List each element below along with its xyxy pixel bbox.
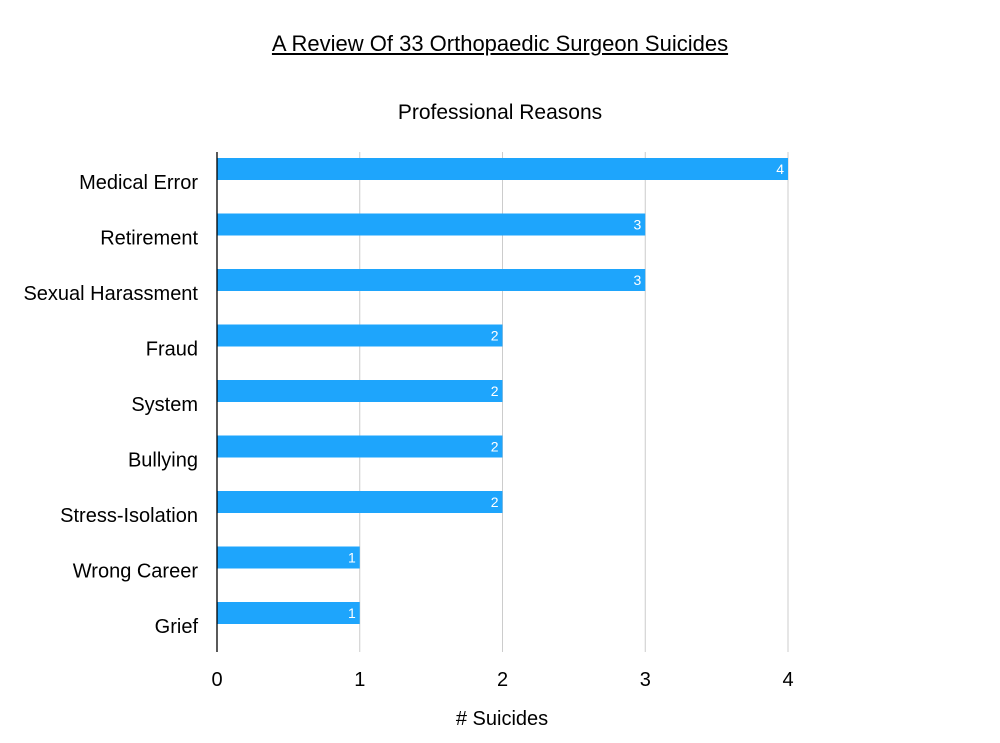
- bar-value-label: 2: [491, 383, 499, 399]
- category-labels: Medical Error Retirement Sexual Harassment…: [23, 172, 198, 638]
- bar: [217, 491, 503, 513]
- bar: [217, 546, 360, 569]
- category-label: System: [131, 394, 198, 416]
- x-tick-label: 4: [782, 669, 793, 691]
- bars: 4 3 3 2 2 2 2 1 1: [217, 158, 788, 624]
- x-tick-labels: 0 1 2 3 4: [211, 669, 793, 691]
- bar-value-label: 1: [348, 605, 356, 621]
- chart-subtitle: Professional Reasons: [397, 101, 603, 124]
- bar: [217, 602, 360, 624]
- bar: [217, 269, 646, 291]
- x-tick-label: 2: [497, 669, 508, 691]
- bar-value-label: 1: [348, 550, 356, 566]
- bar-value-label: 2: [491, 328, 499, 344]
- bar-value-label: 3: [633, 217, 641, 233]
- x-tick-label: 3: [640, 669, 651, 691]
- chart-title: A Review Of 33 Orthopaedic Surgeon Suici…: [271, 31, 729, 56]
- x-tick-label: 0: [211, 669, 222, 691]
- bar: [217, 435, 503, 458]
- category-label: Grief: [155, 616, 199, 638]
- category-label: Sexual Harassment: [23, 283, 198, 305]
- bar-value-label: 4: [776, 161, 784, 177]
- bar: [217, 213, 646, 236]
- category-label: Retirement: [100, 228, 198, 250]
- x-tick-label: 1: [354, 669, 365, 691]
- bar: [217, 380, 503, 402]
- bar-value-label: 2: [491, 494, 499, 510]
- category-label: Bullying: [128, 450, 198, 472]
- category-label: Fraud: [146, 339, 198, 361]
- category-label: Medical Error: [79, 172, 198, 194]
- bar: [217, 324, 503, 347]
- category-label: Stress-Isolation: [60, 505, 198, 527]
- category-label: Wrong Career: [73, 561, 199, 583]
- bar-value-label: 3: [633, 272, 641, 288]
- x-axis-label: # Suicides: [456, 708, 548, 730]
- bar: [217, 158, 788, 180]
- bar-value-label: 2: [491, 439, 499, 455]
